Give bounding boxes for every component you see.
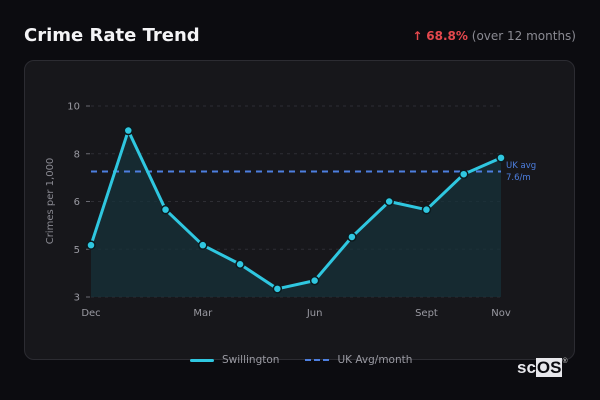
x-tick-label: Sept — [415, 308, 438, 319]
data-point[interactable] — [272, 284, 283, 294]
x-tick-label: Mar — [193, 308, 213, 319]
uk-avg-annotation-value: 7.6/m — [506, 173, 531, 183]
series-line-swillington — [89, 129, 502, 291]
data-point[interactable] — [347, 232, 357, 242]
y-axis-label: Crimes per 1,000 — [45, 158, 56, 245]
data-point[interactable] — [198, 240, 208, 250]
x-tick-label: Dec — [81, 308, 100, 319]
x-tick-label: Nov — [491, 308, 511, 319]
legend-item-swillington[interactable]: Swillington — [190, 354, 279, 366]
trend-up-icon: ↑ — [412, 29, 423, 43]
data-point[interactable] — [496, 153, 506, 163]
y-tick-label: 6 — [74, 197, 80, 208]
legend-label: Swillington — [222, 354, 280, 366]
change-summary: ↑ 68.8% (over 12 months) — [412, 29, 576, 43]
solid-line-swatch-icon — [190, 358, 214, 362]
y-tick-label: 5 — [74, 245, 80, 256]
dashed-line-swatch-icon — [305, 359, 330, 361]
uk-avg-annotation: UK avg — [506, 161, 536, 171]
scos-logo: scOS® — [517, 358, 568, 378]
legend-label: UK Avg/month — [337, 354, 413, 366]
y-tick-label: 3 — [74, 293, 80, 304]
logo-os: OS — [535, 358, 563, 377]
data-points — [86, 125, 506, 294]
data-point[interactable] — [123, 125, 134, 136]
data-point[interactable] — [309, 275, 320, 286]
data-point[interactable] — [235, 259, 245, 270]
series-area — [91, 130, 501, 297]
data-point[interactable] — [458, 169, 469, 179]
chart-legend: Swillington UK Avg/month — [190, 354, 412, 366]
x-axis: Dec Mar Jun Sept Nov — [81, 308, 511, 319]
logo-sc: sc — [517, 358, 536, 377]
y-tick-label: 8 — [74, 149, 80, 160]
change-value: 68.8% — [426, 29, 468, 43]
y-tick-label: 10 — [67, 102, 80, 113]
page-title: Crime Rate Trend — [24, 25, 200, 46]
change-period: (over 12 months) — [471, 29, 576, 43]
x-tick-label: Jun — [306, 308, 323, 319]
data-point[interactable] — [86, 240, 96, 250]
data-point[interactable] — [160, 204, 171, 215]
data-point[interactable] — [421, 204, 432, 215]
registered-icon: ® — [562, 358, 568, 365]
data-point[interactable] — [384, 196, 394, 207]
legend-item-uk-avg[interactable]: UK Avg/month — [305, 354, 412, 366]
y-axis: 10 8 6 5 3 — [67, 102, 90, 304]
